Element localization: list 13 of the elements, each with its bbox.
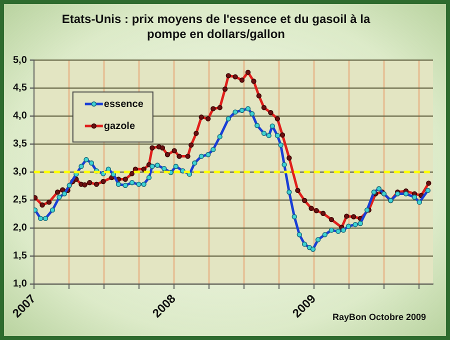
text: RayBon Octobre 2009: [332, 312, 426, 322]
y-tick-label: 2,0: [12, 222, 28, 234]
legend-label: essence: [104, 98, 144, 110]
y-tick-label: 5,0: [12, 54, 28, 66]
y-tick-label: 2,5: [12, 194, 28, 206]
legend-label: gazole: [104, 120, 136, 132]
y-tick-label: 3,5: [12, 138, 28, 150]
y-tick-label: 1,5: [12, 250, 28, 262]
y-tick-label: 1,0: [12, 278, 28, 290]
y-tick-label: 4,0: [12, 110, 28, 122]
chart-title: Etats-Unis : prix moyens de l'essence et du gasoil à la pompe en dollars/gallon: [60, 12, 372, 42]
y-tick-label: 4,5: [12, 82, 28, 94]
y-tick-label: 3,0: [12, 166, 28, 178]
